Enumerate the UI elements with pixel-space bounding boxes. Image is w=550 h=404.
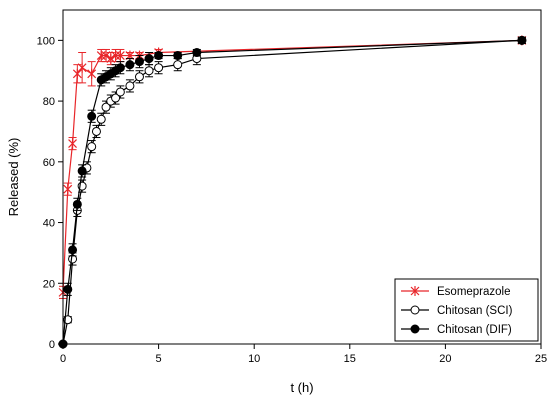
data-point [154, 51, 164, 61]
data-point [63, 184, 73, 195]
x-axis-title: t (h) [290, 380, 313, 395]
data-point [72, 199, 82, 209]
x-tick-label: 20 [439, 353, 451, 365]
y-tick-label: 100 [37, 35, 55, 47]
plot-frame [62, 9, 542, 345]
data-point [87, 111, 97, 121]
data-point [68, 245, 78, 255]
data-point [72, 68, 82, 79]
data-point [101, 50, 111, 61]
data-point [134, 72, 144, 82]
data-point [115, 63, 125, 73]
series-0 [58, 35, 527, 299]
data-point [101, 102, 111, 112]
data-point [87, 142, 97, 152]
legend-label: Chitosan (SCI) [437, 305, 513, 317]
x-tick-label: 10 [248, 353, 260, 365]
data-point [154, 63, 164, 73]
legend: Esomeprazole Chitosan (SCI) Chitosan (DIF) [394, 278, 539, 342]
y-tick-label: 60 [43, 157, 55, 169]
data-point [410, 305, 420, 315]
series-2 [58, 35, 527, 349]
data-point [144, 66, 154, 76]
data-point [115, 87, 125, 97]
x-tick-label: 25 [535, 353, 547, 365]
data-point [68, 138, 77, 149]
data-point [173, 60, 183, 70]
plot-area [58, 35, 527, 349]
data-point [517, 35, 527, 45]
x-tick-label: 5 [156, 353, 162, 365]
data-point [96, 114, 106, 124]
legend-item-2: Chitosan (DIF) [401, 324, 512, 336]
data-point [111, 93, 121, 103]
data-point [63, 284, 73, 294]
legend-item-1: Chitosan (SCI) [401, 305, 513, 317]
axes: 0 5 10 15 20 25 0 20 40 60 80 100 [37, 9, 547, 365]
data-point [77, 166, 87, 176]
y-tick-label: 40 [43, 218, 55, 230]
series-line [62, 39, 522, 293]
data-point [134, 57, 144, 67]
y-tick-label: 20 [43, 278, 55, 290]
legend-label: Chitosan (DIF) [437, 324, 512, 336]
data-point [144, 54, 154, 64]
data-point [410, 286, 420, 296]
legend-label: Esomeprazole [437, 286, 511, 298]
data-point [125, 81, 135, 91]
y-tick-label: 0 [49, 339, 55, 351]
legend-item-0: Esomeprazole [401, 286, 511, 298]
data-point [173, 51, 183, 61]
data-point [91, 126, 101, 136]
data-point [87, 68, 97, 79]
x-tick-label: 15 [344, 353, 356, 365]
data-point [192, 48, 202, 58]
data-point [77, 62, 87, 73]
data-point [125, 60, 135, 70]
y-tick-label: 80 [43, 96, 55, 108]
data-point [106, 53, 116, 64]
y-axis-title: Released (%) [6, 138, 21, 217]
x-tick-label: 0 [60, 353, 66, 365]
data-point [115, 50, 125, 61]
data-point [410, 324, 420, 334]
